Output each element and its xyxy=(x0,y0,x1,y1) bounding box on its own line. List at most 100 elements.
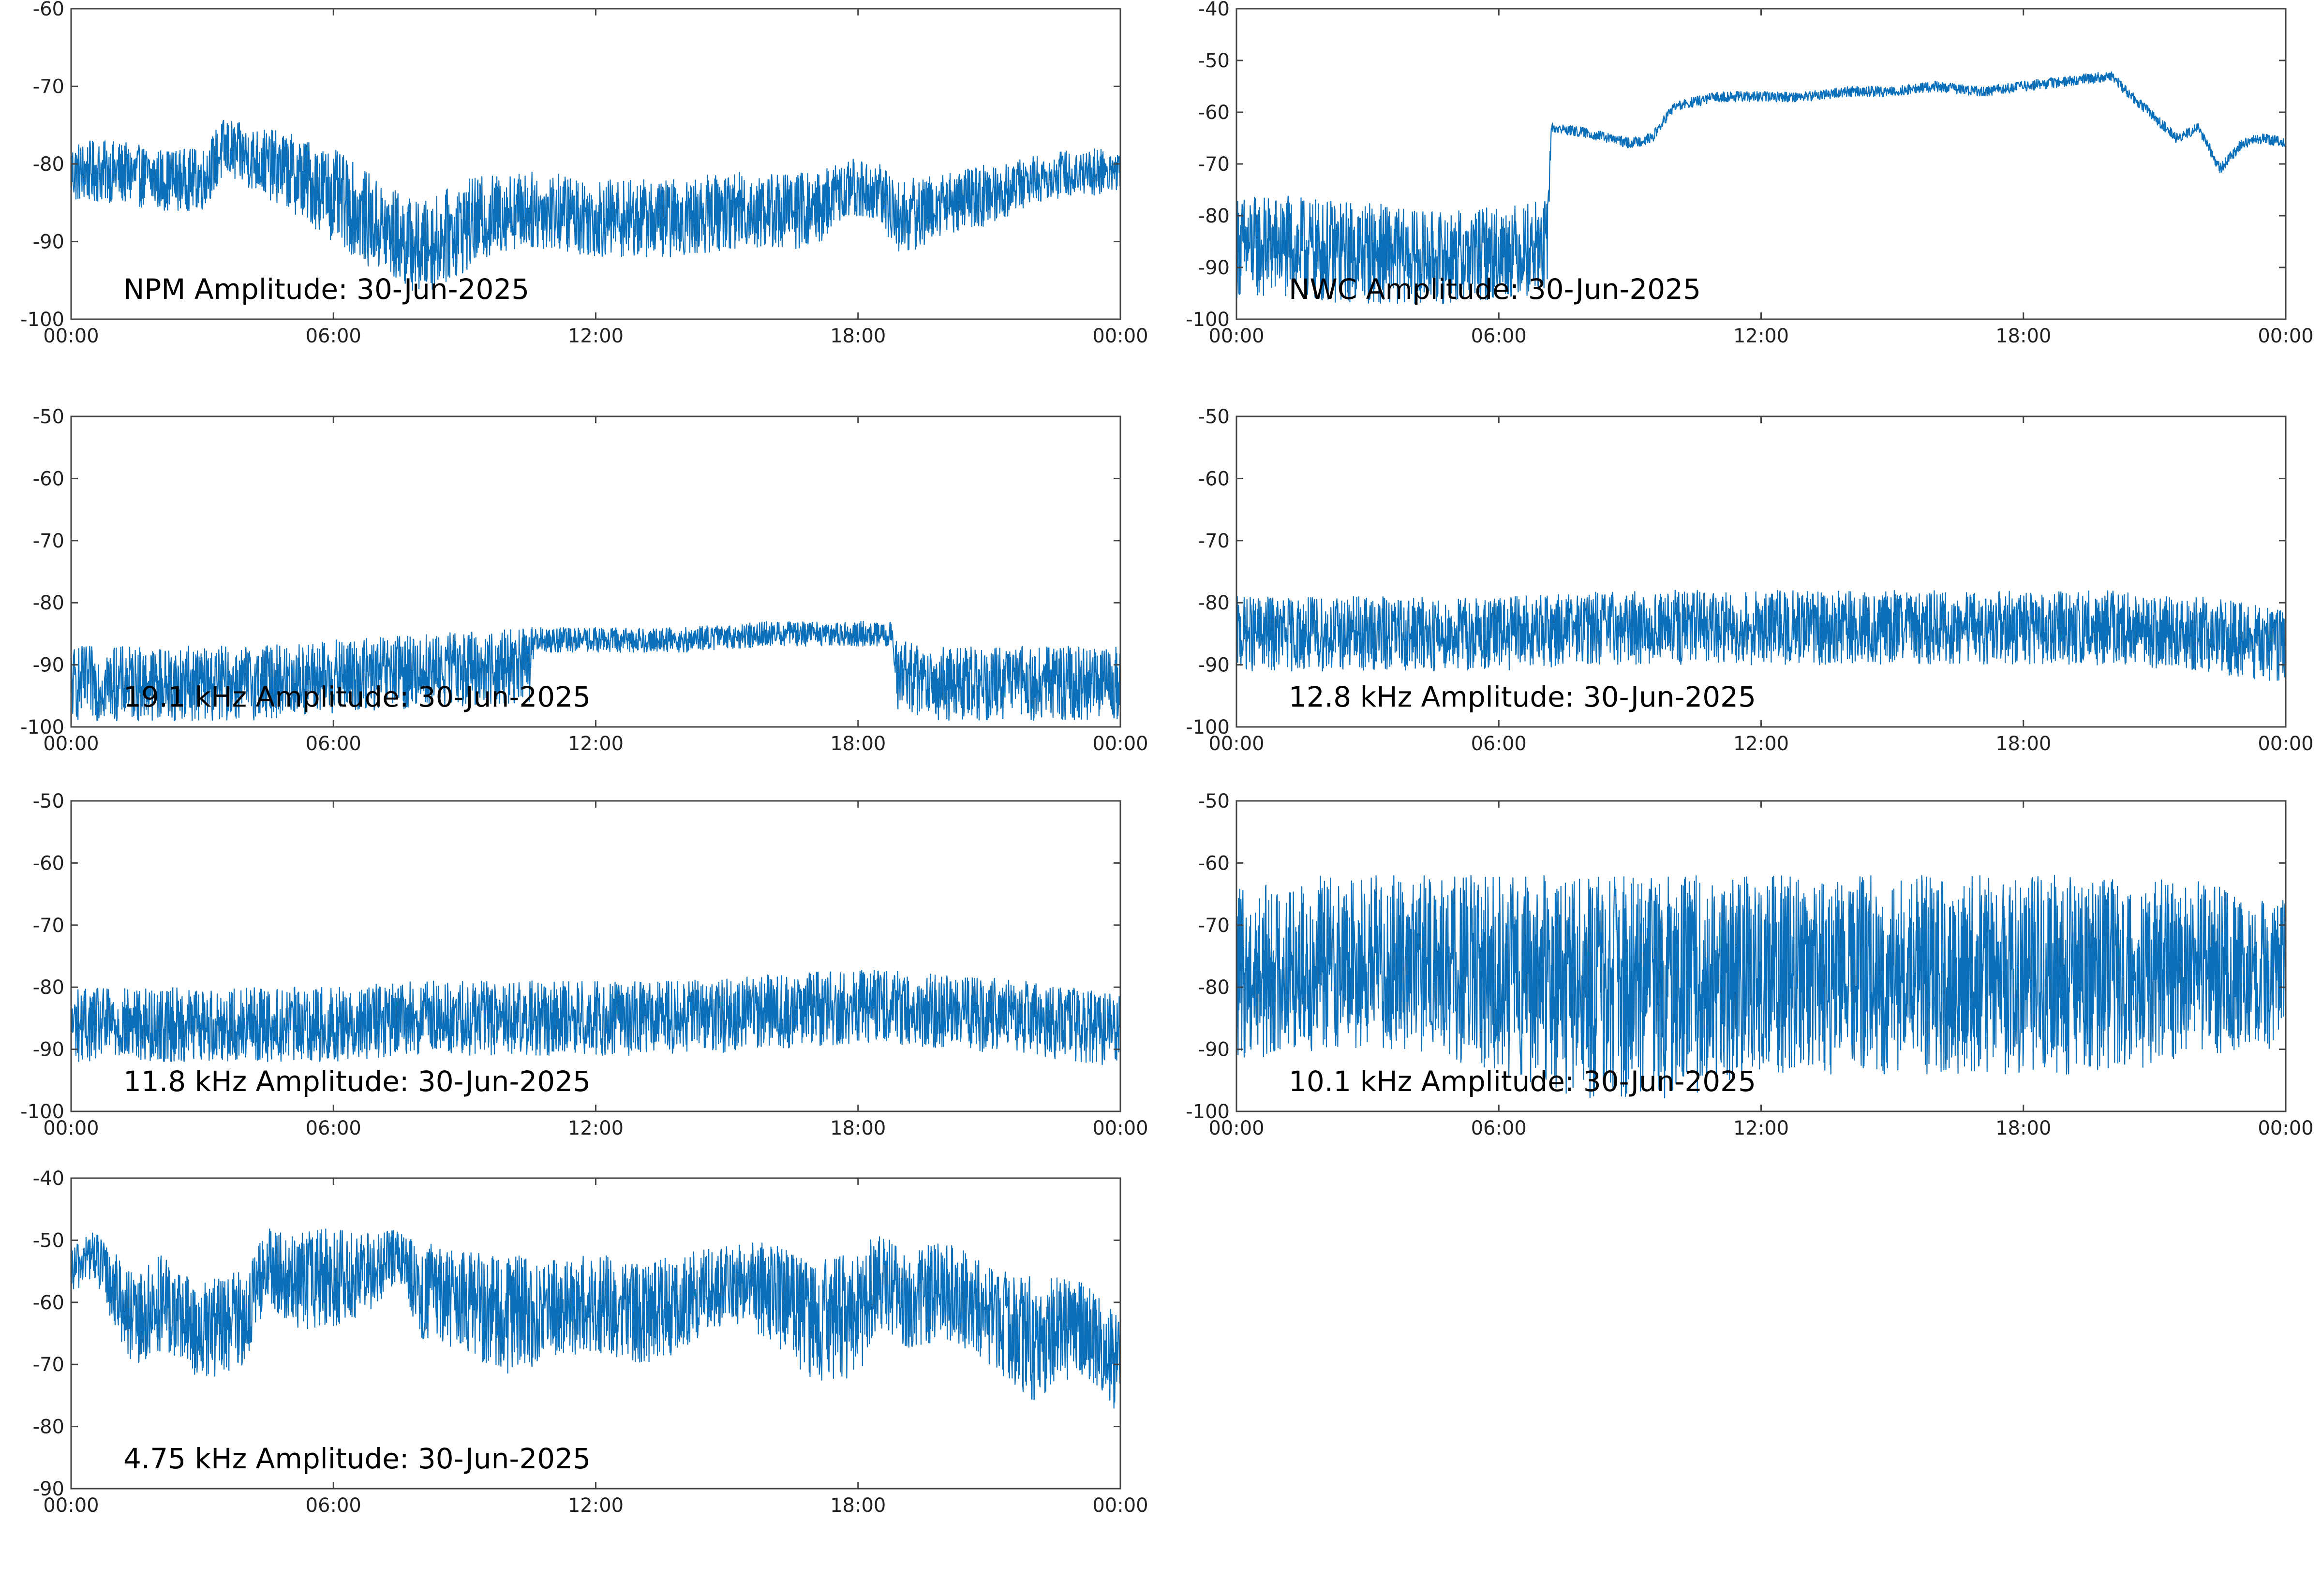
x-tick-label: 00:00 xyxy=(1092,325,1148,347)
x-tick-label: 00:00 xyxy=(43,1117,99,1139)
y-tick-label: -60 xyxy=(1198,468,1230,490)
y-tick-label: -80 xyxy=(1198,976,1230,999)
panel-title: NWC Amplitude: 30-Jun-2025 xyxy=(1289,273,1701,306)
y-tick-label: -50 xyxy=(1198,406,1230,428)
x-tick-label: 06:00 xyxy=(306,1117,361,1139)
x-tick-label: 12:00 xyxy=(568,1494,624,1517)
x-tick-label: 12:00 xyxy=(568,733,624,755)
x-tick-label: 18:00 xyxy=(1995,733,2051,755)
x-tick-label: 12:00 xyxy=(1733,733,1789,755)
y-tick-label: -100 xyxy=(1186,716,1230,739)
x-tick-label: 00:00 xyxy=(43,733,99,755)
y-tick-label: -100 xyxy=(1186,1101,1230,1123)
panel-title: 4.75 kHz Amplitude: 30-Jun-2025 xyxy=(123,1442,591,1475)
x-tick-label: 06:00 xyxy=(306,733,361,755)
y-tick-label: -100 xyxy=(20,1101,64,1123)
y-tick-label: -50 xyxy=(33,790,64,813)
y-tick-label: -90 xyxy=(1198,257,1230,279)
x-tick-label: 00:00 xyxy=(1092,1494,1148,1517)
y-tick-label: -80 xyxy=(1198,592,1230,614)
y-tick-label: -90 xyxy=(1198,654,1230,677)
x-tick-label: 18:00 xyxy=(830,1494,886,1517)
panel-title: 19.1 kHz Amplitude: 30-Jun-2025 xyxy=(123,680,591,713)
y-tick-label: -90 xyxy=(1198,1039,1230,1061)
x-tick-label: 18:00 xyxy=(830,325,886,347)
y-tick-label: -90 xyxy=(33,231,64,253)
y-tick-label: -70 xyxy=(33,1354,64,1376)
y-tick-label: -70 xyxy=(1198,530,1230,552)
y-tick-label: -50 xyxy=(33,1229,64,1252)
x-tick-label: 18:00 xyxy=(830,733,886,755)
y-tick-label: -60 xyxy=(33,468,64,490)
x-tick-label: 00:00 xyxy=(43,325,99,347)
y-tick-label: -90 xyxy=(33,1478,64,1500)
y-tick-label: -60 xyxy=(33,852,64,874)
x-tick-label: 00:00 xyxy=(2258,733,2313,755)
x-tick-label: 00:00 xyxy=(1092,1117,1148,1139)
x-tick-label: 00:00 xyxy=(1092,733,1148,755)
y-tick-label: -40 xyxy=(33,1167,64,1190)
x-tick-label: 00:00 xyxy=(2258,325,2313,347)
series-line-1 xyxy=(71,1228,1120,1409)
x-tick-label: 12:00 xyxy=(1733,325,1789,347)
y-tick-label: -50 xyxy=(1198,790,1230,813)
panel-title: NPM Amplitude: 30-Jun-2025 xyxy=(123,273,529,306)
series-line-1 xyxy=(1236,875,2286,1098)
y-tick-label: -70 xyxy=(1198,153,1230,176)
y-tick-label: -100 xyxy=(20,309,64,331)
x-tick-label: 00:00 xyxy=(1208,733,1264,755)
y-tick-label: -80 xyxy=(33,592,64,614)
y-tick-label: -60 xyxy=(33,0,64,20)
y-tick-label: -80 xyxy=(33,976,64,999)
x-tick-label: 00:00 xyxy=(43,1494,99,1517)
y-tick-label: -50 xyxy=(33,406,64,428)
series-line-1 xyxy=(71,119,1120,291)
y-tick-label: -60 xyxy=(33,1292,64,1314)
x-tick-label: 18:00 xyxy=(830,1117,886,1139)
x-tick-label: 00:00 xyxy=(1208,325,1264,347)
y-tick-label: -80 xyxy=(33,153,64,176)
y-tick-label: -40 xyxy=(1198,0,1230,20)
x-tick-label: 00:00 xyxy=(1208,1117,1264,1139)
x-tick-label: 00:00 xyxy=(2258,1117,2313,1139)
y-tick-label: -60 xyxy=(1198,102,1230,124)
y-tick-label: -90 xyxy=(33,654,64,677)
x-tick-label: 06:00 xyxy=(1471,733,1527,755)
y-tick-label: -70 xyxy=(33,76,64,98)
panel-title: 11.8 kHz Amplitude: 30-Jun-2025 xyxy=(123,1065,591,1098)
y-tick-label: -60 xyxy=(1198,852,1230,874)
series-line-1 xyxy=(1236,590,2286,681)
x-tick-label: 06:00 xyxy=(1471,1117,1527,1139)
x-tick-label: 12:00 xyxy=(568,325,624,347)
panel-title: 12.8 kHz Amplitude: 30-Jun-2025 xyxy=(1289,680,1756,713)
series-line-1 xyxy=(1236,71,2286,304)
y-tick-label: -90 xyxy=(33,1039,64,1061)
y-tick-label: -50 xyxy=(1198,50,1230,72)
x-tick-label: 06:00 xyxy=(306,325,361,347)
series-line-1 xyxy=(71,970,1120,1065)
y-tick-label: -80 xyxy=(33,1416,64,1438)
x-tick-label: 06:00 xyxy=(1471,325,1527,347)
x-tick-label: 06:00 xyxy=(306,1494,361,1517)
x-tick-label: 12:00 xyxy=(568,1117,624,1139)
y-tick-label: -70 xyxy=(1198,915,1230,937)
panel-title: 10.1 kHz Amplitude: 30-Jun-2025 xyxy=(1289,1065,1756,1098)
y-tick-label: -100 xyxy=(20,716,64,739)
y-tick-label: -70 xyxy=(33,915,64,937)
y-tick-label: -100 xyxy=(1186,309,1230,331)
series-line-1 xyxy=(71,621,1120,722)
x-tick-label: 18:00 xyxy=(1995,1117,2051,1139)
y-tick-label: -70 xyxy=(33,530,64,552)
y-tick-label: -80 xyxy=(1198,205,1230,227)
x-tick-label: 18:00 xyxy=(1995,325,2051,347)
